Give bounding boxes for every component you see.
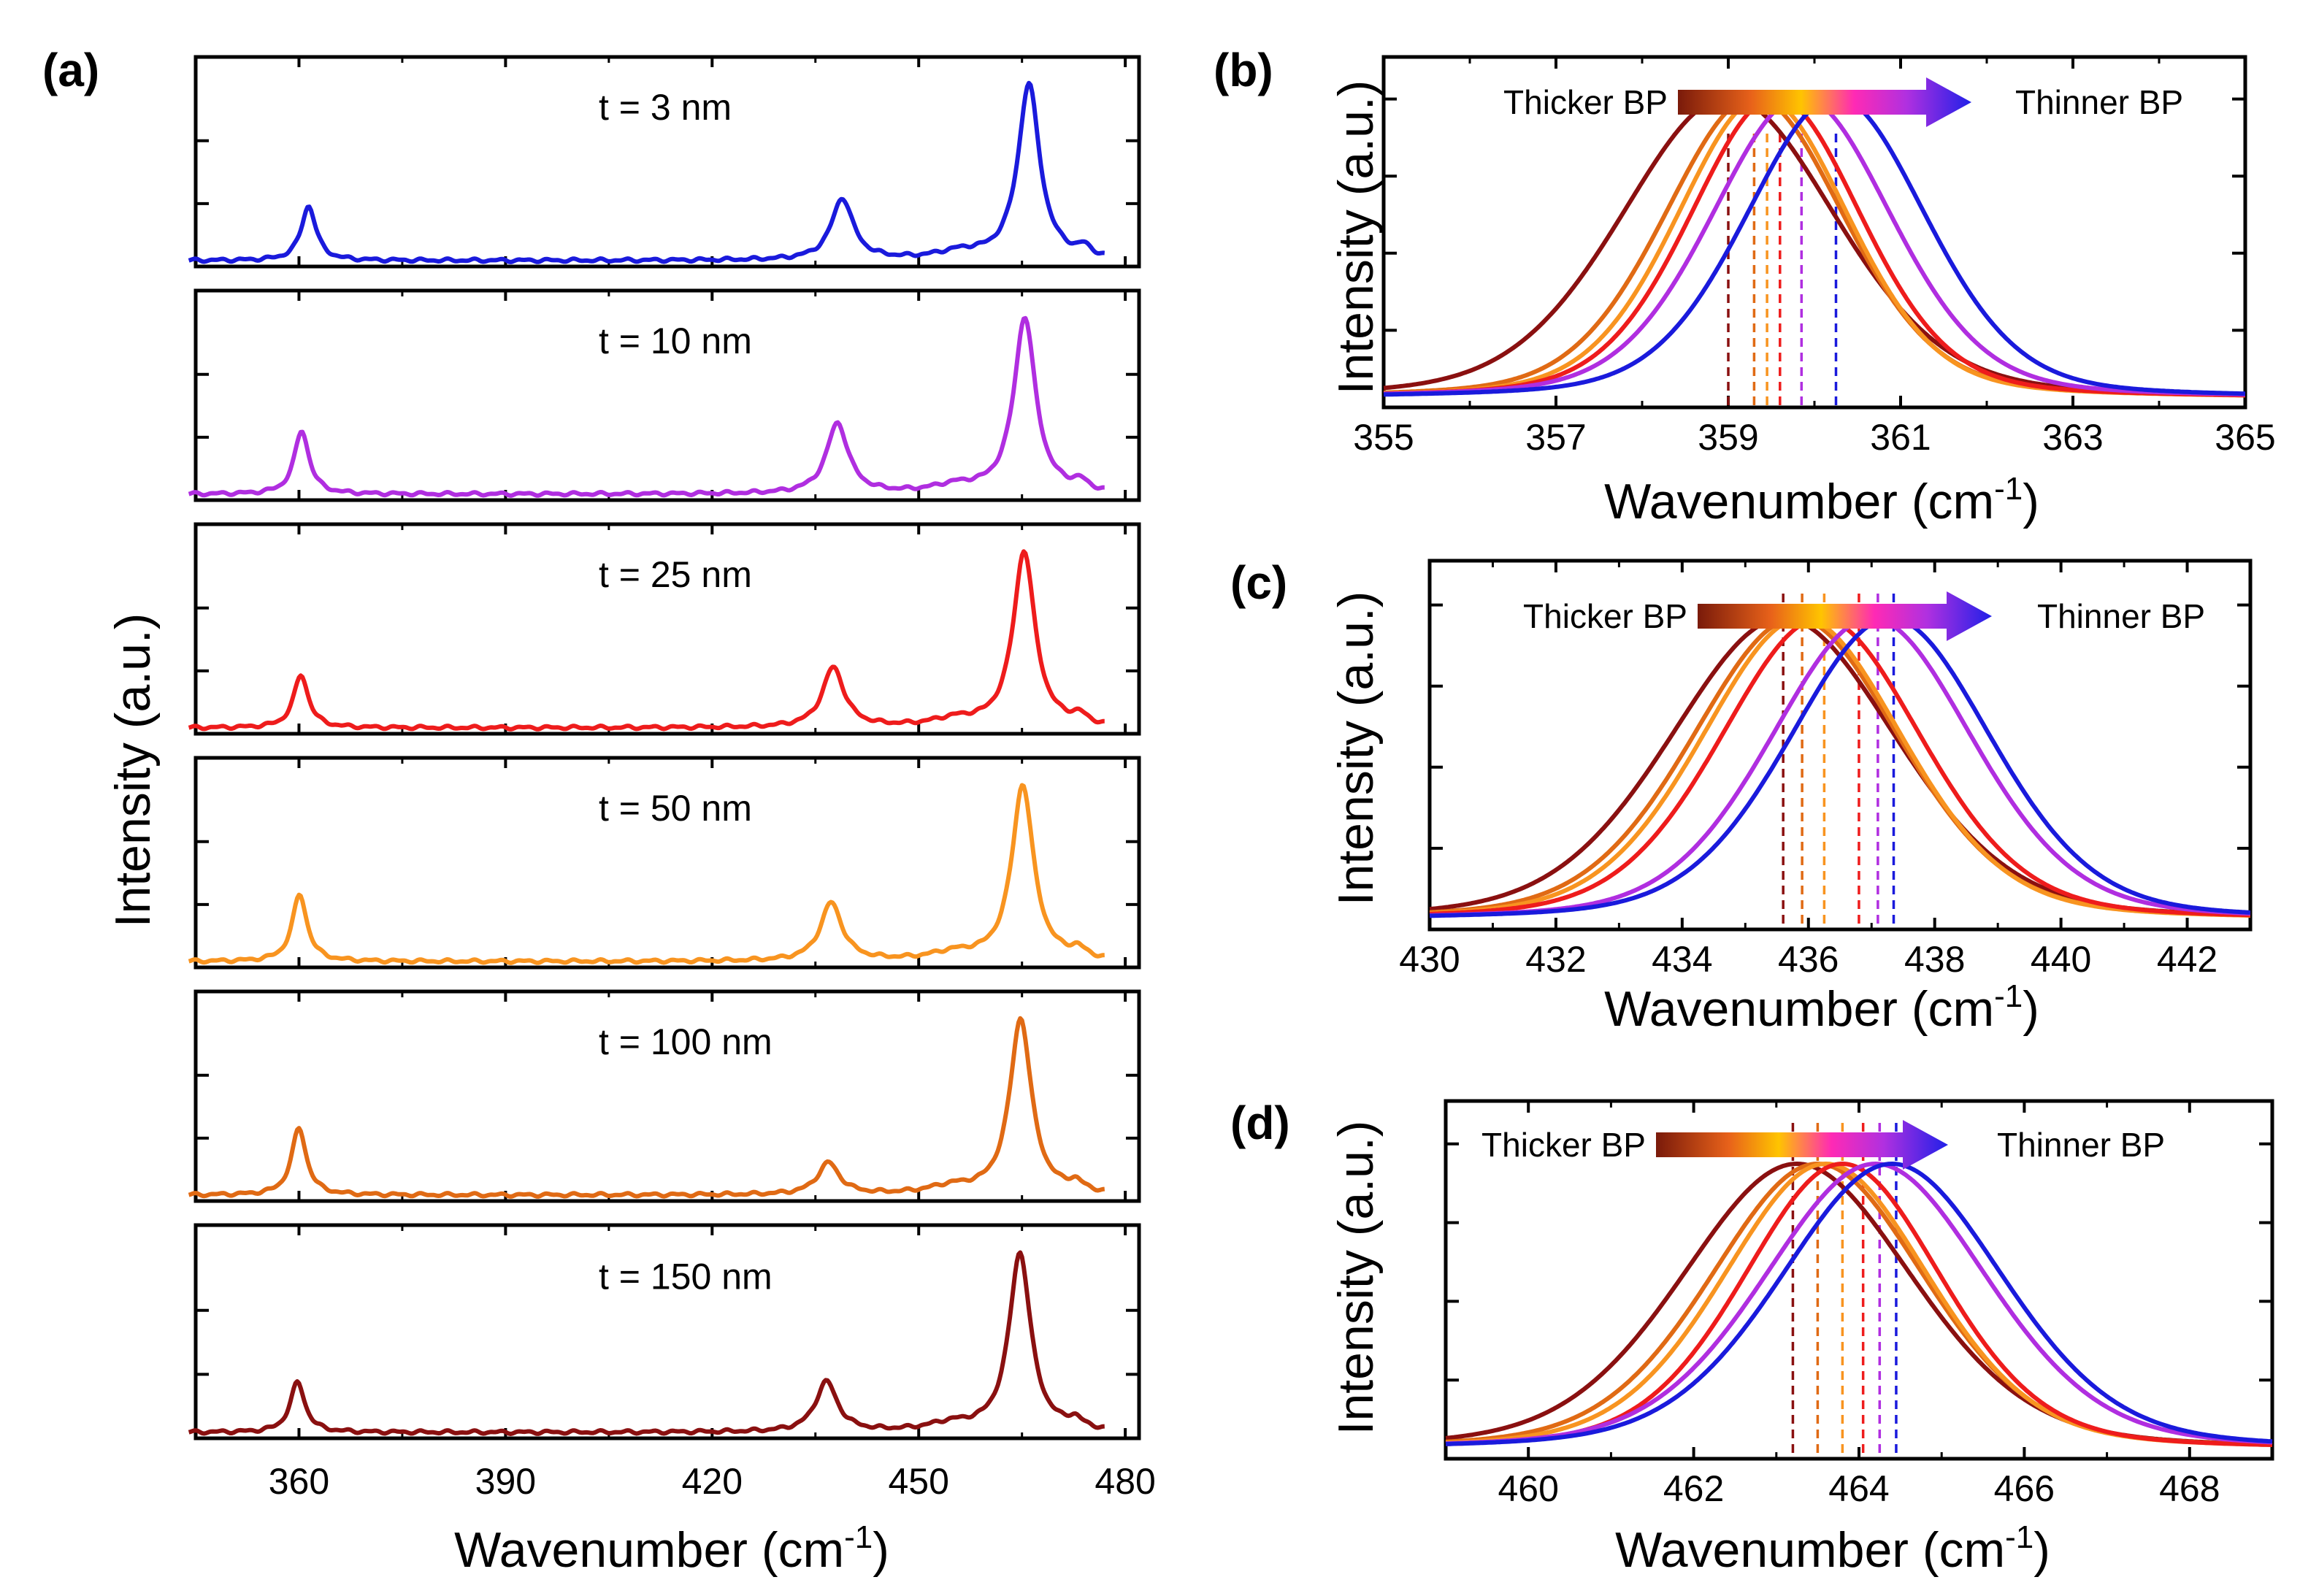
plot-frame (1427, 559, 2253, 932)
panel-c-label: (c) (1230, 556, 1287, 609)
spectrum-line-t25 (188, 549, 1105, 732)
xtick-label: 430 (1399, 939, 1460, 980)
panel-a-frame (193, 55, 1141, 269)
panel-a-frame (193, 522, 1141, 736)
thickness-label: t = 50 nm (599, 788, 752, 829)
thicker-bp-label: Thicker BP (1503, 83, 1668, 121)
xtick-label: 438 (1904, 939, 1965, 980)
panel-b-xlabel: Wavenumber (cm-1) (1604, 471, 2039, 529)
panel-a-frame (193, 756, 1141, 970)
spectrum-line-t100 (188, 1016, 1105, 1199)
panel-a-xtick-label: 450 (889, 1461, 949, 1502)
panel-d-label: (d) (1230, 1097, 1290, 1149)
panel-a-frame (193, 1223, 1141, 1440)
panel-a: (a) t = 3 nm t = 10 nm t = 25 nm t = 50 nm t… (42, 44, 1156, 1578)
panel-a-subplot: t = 100 nm (188, 989, 1141, 1203)
xtick-label: 464 (1828, 1468, 1889, 1509)
thicker-bp-label: Thicker BP (1523, 597, 1687, 635)
peak-curve-t10 (1445, 1162, 2273, 1446)
peak-curve-t25 (1383, 95, 2245, 398)
thickness-label: t = 150 nm (599, 1257, 773, 1297)
thinner-bp-label: Thinner BP (1997, 1126, 2165, 1164)
panel-a-xlabel: Wavenumber (cm-1) (454, 1519, 889, 1578)
panel-c-xlabel: Wavenumber (cm-1) (1604, 978, 2039, 1037)
xtick-label: 355 (1353, 417, 1414, 458)
panel-b: (b) 355 357 359 361 363 365 Thicker BP Thinner … (1214, 44, 2276, 529)
xtick-label: 434 (1652, 939, 1712, 980)
peak-curve-t3 (1429, 615, 2251, 918)
xtick-label: 361 (1870, 417, 1931, 458)
panel-a-xtick-label: 390 (475, 1461, 536, 1502)
panel-d-xlabel: Wavenumber (cm-1) (1615, 1519, 2050, 1578)
thickness-label: t = 10 nm (599, 321, 752, 361)
panel-a-xtick-label: 420 (682, 1461, 743, 1502)
panel-a-ylabel: Intensity (a.u.) (105, 613, 161, 928)
xtick-label: 357 (1525, 417, 1586, 458)
xtick-label: 365 (2215, 417, 2275, 458)
xtick-label: 359 (1698, 417, 1758, 458)
spectrum-line-t50 (188, 783, 1105, 965)
thickness-gradient-arrow (1678, 77, 1971, 127)
panel-a-xtick-label: 360 (269, 1461, 329, 1502)
panel-a-label: (a) (42, 44, 99, 96)
peak-curve-t150 (1429, 615, 2251, 917)
thicker-bp-label: Thicker BP (1481, 1126, 1646, 1164)
thinner-bp-label: Thinner BP (2037, 597, 2205, 635)
xtick-label: 436 (1778, 939, 1839, 980)
peak-curve-t50 (1429, 615, 2251, 918)
panel-a-subplot: t = 50 nm (188, 756, 1141, 970)
thickness-label: t = 100 nm (599, 1021, 773, 1062)
thickness-gradient-arrow (1698, 591, 1992, 641)
xtick-label: 460 (1498, 1468, 1558, 1509)
xtick-label: 462 (1663, 1468, 1724, 1509)
panel-a-xtick-label: 480 (1095, 1461, 1155, 1502)
xtick-label: 432 (1525, 939, 1586, 980)
thickness-label: t = 3 nm (599, 87, 732, 128)
panel-a-frame (193, 288, 1141, 502)
panel-b-ylabel: Intensity (a.u.) (1328, 80, 1384, 395)
xtick-label: 466 (1994, 1468, 2055, 1509)
panel-a-subplot: t = 3 nm (188, 55, 1141, 269)
xtick-label: 363 (2042, 417, 2103, 458)
panel-b-label: (b) (1214, 44, 1273, 96)
thickness-label: t = 25 nm (599, 554, 752, 595)
spectrum-line-t150 (188, 1250, 1105, 1436)
peak-curve-t150 (1383, 95, 2245, 396)
spectrum-line-t10 (188, 315, 1105, 498)
peak-curve-t3 (1445, 1162, 2273, 1446)
thickness-gradient-arrow (1656, 1120, 1948, 1170)
panel-a-frame (193, 989, 1141, 1203)
panel-a-subplot: t = 150 nm (188, 1223, 1141, 1440)
panel-a-subplot: t = 10 nm (188, 288, 1141, 502)
panel-c-ylabel: Intensity (a.u.) (1328, 591, 1384, 906)
xtick-label: 468 (2159, 1468, 2220, 1509)
peak-curve-t150 (1445, 1162, 2273, 1447)
panel-a-subplot: t = 25 nm (188, 522, 1141, 736)
spectrum-line-t3 (188, 80, 1105, 264)
thinner-bp-label: Thinner BP (2015, 83, 2183, 121)
xtick-label: 440 (2031, 939, 2091, 980)
xtick-label: 442 (2157, 939, 2217, 980)
panel-d-ylabel: Intensity (a.u.) (1328, 1121, 1384, 1435)
panel-c: (c) 430 432 434 436 438 440 442 Thicker BP Thinn… (1230, 556, 2253, 1037)
